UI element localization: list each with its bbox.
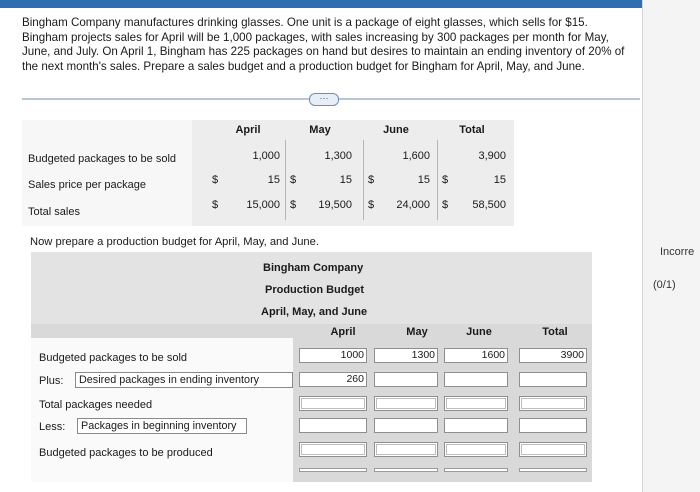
input-april-produced[interactable] (299, 442, 367, 457)
cell-total-packages: 3,900 (478, 150, 506, 162)
col-divider (285, 140, 286, 220)
input-total-produced[interactable] (519, 442, 587, 457)
cell-may-total-sales: 19,500 (318, 199, 352, 211)
input-may-produced[interactable] (374, 442, 438, 457)
cell-june-price: 15 (417, 174, 430, 186)
cell-april-price: 15 (267, 174, 280, 186)
cell-may-price: 15 (339, 174, 352, 186)
plus-label: Plus: (39, 375, 64, 387)
row-label-total-needed: Total packages needed (39, 399, 153, 411)
title-band (31, 252, 592, 324)
right-side-rail (642, 0, 700, 492)
input-april-sold[interactable]: 1000 (299, 348, 367, 363)
expand-button[interactable]: ⋯ (309, 93, 339, 106)
input-total-beginning[interactable] (519, 418, 587, 433)
prod-header-total: Total (542, 326, 568, 338)
cell-total-total-sales: 58,500 (472, 199, 506, 211)
row-label-price: Sales price per package (28, 179, 147, 191)
tiny-input[interactable] (374, 468, 438, 472)
input-june-total-needed[interactable] (444, 396, 508, 411)
budget-period: April, May, and June (261, 306, 368, 318)
sales-budget-table: April May June Total Budgeted packages t… (22, 120, 514, 226)
input-june-ending[interactable] (444, 372, 508, 387)
input-june-beginning[interactable] (444, 418, 508, 433)
col-divider (437, 140, 438, 220)
problem-statement: Bingham Company manufactures drinking gl… (22, 16, 640, 74)
input-total-needed[interactable] (519, 396, 587, 411)
production-prompt: Now prepare a production budget for Apri… (30, 236, 319, 248)
input-may-sold[interactable]: 1300 (374, 348, 438, 363)
cell-total-price: 15 (493, 174, 506, 186)
cell-april-total-sales: 15,000 (246, 199, 280, 211)
tiny-input[interactable] (299, 468, 367, 472)
input-may-total-needed[interactable] (374, 396, 438, 411)
cell-may-packages: 1,300 (324, 150, 352, 162)
sales-header-total: Total (459, 124, 485, 136)
sales-header-may: May (309, 124, 331, 136)
cell-june-total-sales: 24,000 (396, 199, 430, 211)
production-budget-table: Bingham Company Production Budget April,… (31, 252, 592, 482)
dollar-sign: $ (368, 199, 375, 211)
tiny-input[interactable] (519, 468, 587, 472)
row-label-produced: Budgeted packages to be produced (39, 447, 213, 459)
problem-line-2: Bingham projects sales for April will be… (22, 30, 609, 44)
status-text: Incorre (660, 246, 695, 258)
top-accent-bar (0, 0, 700, 8)
input-total-sold[interactable]: 3900 (519, 348, 587, 363)
dollar-sign: $ (212, 199, 219, 211)
col-divider (363, 140, 364, 220)
label-column-bg (31, 338, 293, 482)
sales-header-april: April (235, 124, 261, 136)
input-april-ending[interactable]: 260 (299, 372, 367, 387)
row-label-packages: Budgeted packages to be sold (28, 153, 177, 165)
input-may-beginning[interactable] (374, 418, 438, 433)
tiny-input[interactable] (444, 468, 508, 472)
dollar-sign: $ (442, 174, 449, 186)
label-column-bg (22, 120, 192, 226)
ending-inventory-select[interactable]: Desired packages in ending inventory (75, 372, 293, 388)
input-june-produced[interactable] (444, 442, 508, 457)
dollar-sign: $ (290, 174, 297, 186)
cell-april-packages: 1,000 (252, 150, 280, 162)
prod-header-april: April (330, 326, 356, 338)
dollar-sign: $ (212, 174, 219, 186)
prod-header-june: June (466, 326, 492, 338)
row-label-packages-sold: Budgeted packages to be sold (39, 352, 188, 364)
dollar-sign: $ (442, 199, 449, 211)
sales-header-june: June (383, 124, 409, 136)
problem-line-3: June, and July. On April 1, Bingham has … (22, 45, 625, 59)
less-label: Less: (39, 421, 66, 433)
row-label-total-sales: Total sales (28, 206, 80, 218)
problem-line-4: the next month's sales. Prepare a sales … (22, 59, 585, 73)
input-total-ending[interactable] (519, 372, 587, 387)
beginning-inventory-select[interactable]: Packages in beginning inventory (77, 418, 247, 434)
score-text: (0/1) (653, 279, 676, 291)
prod-header-may: May (406, 326, 428, 338)
input-april-beginning[interactable] (299, 418, 367, 433)
dollar-sign: $ (290, 199, 297, 211)
cell-june-packages: 1,600 (402, 150, 430, 162)
problem-line-1: Bingham Company manufactures drinking gl… (22, 16, 588, 29)
input-june-sold[interactable]: 1600 (444, 348, 508, 363)
input-may-ending[interactable] (374, 372, 438, 387)
company-name: Bingham Company (263, 262, 364, 274)
budget-title: Production Budget (265, 284, 364, 296)
dollar-sign: $ (368, 174, 375, 186)
input-april-total-needed[interactable] (299, 396, 367, 411)
